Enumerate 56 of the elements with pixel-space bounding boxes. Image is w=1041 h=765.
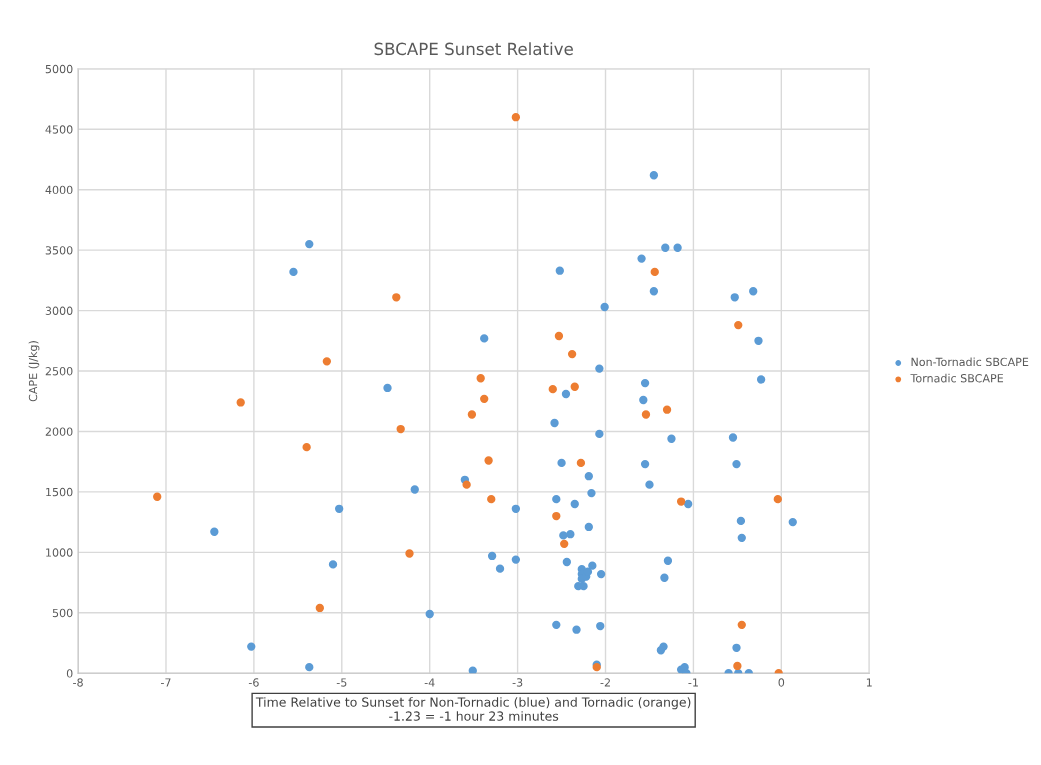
point — [737, 620, 746, 630]
legend-label: Tornadic SBCAPE — [910, 373, 1004, 383]
point — [405, 549, 414, 558]
point — [552, 511, 561, 521]
x-tick-label: 0 — [778, 678, 785, 687]
x-tick-label: -2 — [600, 678, 610, 687]
y-tick-label: 3500 — [45, 246, 73, 255]
point — [153, 492, 162, 501]
point — [487, 494, 496, 504]
y-tick-label: 0 — [66, 669, 73, 678]
point — [462, 480, 471, 489]
x-tick-label: -1 — [688, 678, 698, 687]
y-tick-label: 2500 — [45, 367, 73, 376]
point — [476, 374, 485, 383]
point — [567, 349, 577, 359]
y-tick-label: 500 — [52, 608, 73, 618]
point — [570, 382, 579, 391]
point — [554, 331, 564, 341]
point — [396, 424, 405, 434]
y-axis-title: CAPE (J/kg) — [28, 341, 40, 402]
x-tick-label: -4 — [424, 678, 435, 687]
point — [773, 494, 782, 504]
point — [392, 293, 401, 302]
y-tick-label: 4500 — [45, 125, 73, 134]
point — [548, 384, 557, 394]
y-tick-label: 2000 — [45, 427, 73, 436]
point — [480, 394, 489, 403]
chart-title: SBCAPE Sunset Relative — [374, 42, 573, 56]
x-axis-title: Time Relative to Sunset for Non-Tornadic (blue) and Tornadic (orange) -1.23 = -1 hour 23 minutes — [255, 697, 691, 721]
y-tick-label: 1500 — [46, 487, 73, 497]
x-tick-label: -5 — [336, 678, 347, 687]
x-tick-label: 1 — [866, 678, 872, 687]
point — [650, 267, 659, 277]
legend-label: Non-Tornadic SBCAPE — [911, 357, 1029, 367]
point — [662, 405, 672, 414]
point — [676, 497, 686, 506]
point — [302, 443, 311, 452]
point — [576, 458, 586, 468]
x-tick-label: -6 — [248, 678, 259, 687]
x-tick-label: -8 — [73, 678, 83, 687]
point — [641, 410, 651, 419]
point — [733, 661, 742, 671]
y-tick-label: 5000 — [45, 64, 73, 74]
point — [734, 320, 743, 330]
point — [484, 456, 493, 465]
y-tick-label: 4000 — [45, 185, 73, 195]
point — [322, 357, 332, 366]
point — [511, 113, 521, 122]
point — [560, 539, 569, 549]
y-tick-label: 3000 — [45, 306, 73, 315]
point — [236, 398, 245, 407]
y-tick-label: 1000 — [46, 548, 73, 557]
x-tick-label: -3 — [512, 678, 523, 687]
point — [315, 603, 324, 613]
x-tick-label: -7 — [160, 678, 171, 687]
point — [467, 410, 477, 419]
